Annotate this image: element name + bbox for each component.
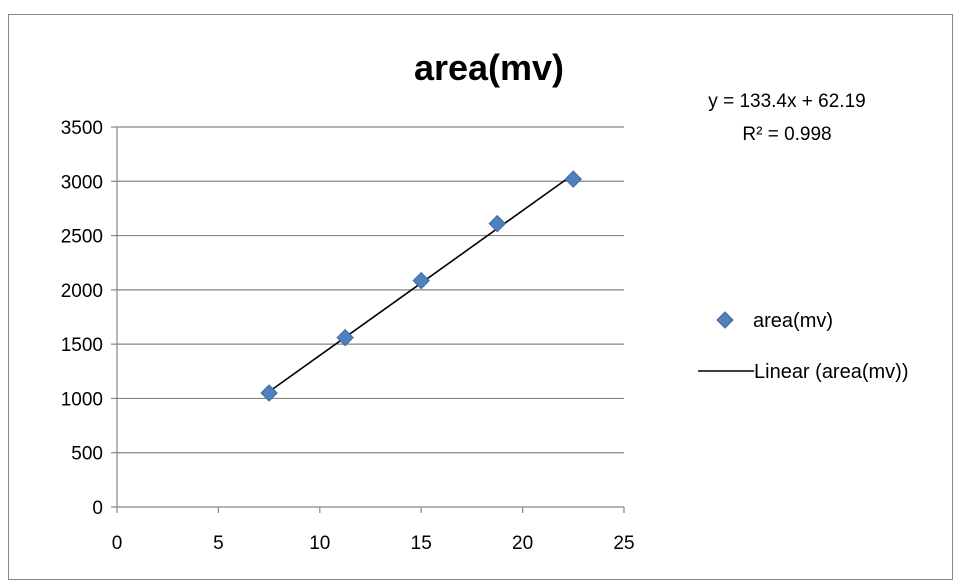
grid-lines [117,127,624,453]
axes [111,127,624,513]
trendline-equation: y = 133.4x + 62.19 [708,91,865,112]
x-tick-label: 20 [512,533,533,554]
x-axis-tick-labels: 0 5 10 15 20 25 [112,533,635,554]
y-tick-label: 1500 [61,335,103,356]
y-tick-label: 0 [92,498,103,519]
x-tick-label: 25 [613,533,634,554]
x-tick-label: 10 [309,533,330,554]
y-tick-label: 1000 [61,389,103,410]
trendline-r-squared: R² = 0.998 [742,124,831,145]
y-axis-tick-labels: 0 500 1000 1500 2000 2500 3000 3500 [61,118,103,519]
y-tick-label: 500 [71,444,103,465]
y-tick-label: 3000 [61,172,103,193]
data-points [261,171,581,401]
legend-label-trendline: Linear (area(mv)) [754,361,908,383]
legend-label-series: area(mv) [753,310,833,332]
x-tick-label: 5 [213,533,224,554]
y-tick-label: 2500 [61,227,103,248]
y-tick-label: 2000 [61,281,103,302]
x-tick-label: 15 [411,533,432,554]
data-point [565,171,581,187]
data-point [489,216,505,232]
chart-title: area(mv) [414,47,564,88]
legend-marker-diamond [717,312,733,328]
legend: area(mv) Linear (area(mv)) [698,310,908,383]
data-point [337,330,353,346]
y-tick-label: 3500 [61,118,103,139]
x-tick-label: 0 [112,533,123,554]
